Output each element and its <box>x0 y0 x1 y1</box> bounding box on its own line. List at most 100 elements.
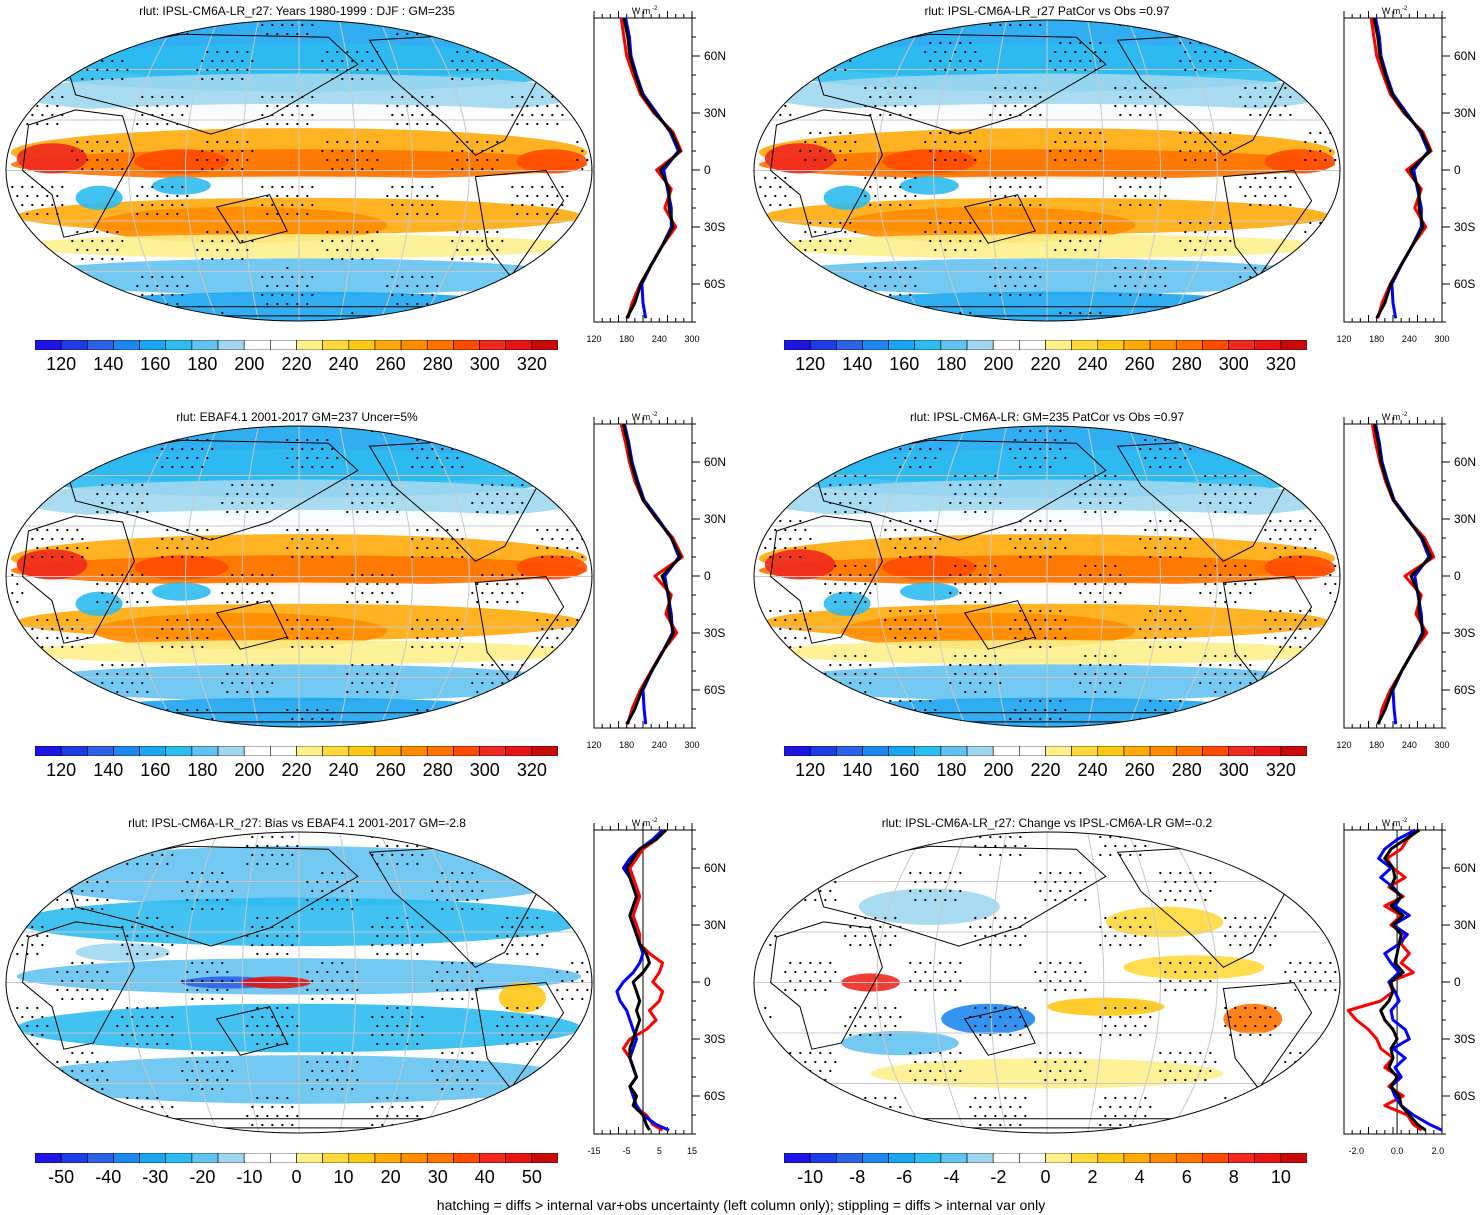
stipple-dot <box>1304 50 1307 54</box>
stipple-dot <box>1174 970 1177 974</box>
stipple-dot <box>41 853 44 857</box>
stipple-dot <box>16 600 19 604</box>
stipple-dot <box>1164 284 1167 288</box>
stipple-dot <box>146 600 149 604</box>
stipple-dot <box>581 149 584 153</box>
stipple-dot <box>1139 447 1142 451</box>
stipple-dot <box>934 248 937 252</box>
stipple-dot <box>884 708 887 712</box>
stipple-dot <box>854 916 857 920</box>
stipple-dot <box>1229 573 1232 577</box>
stipple-dot <box>1169 447 1172 451</box>
stipple-dot <box>36 934 39 938</box>
stipple-dot <box>809 609 812 613</box>
stipple-dot <box>351 239 354 243</box>
stipple-dot <box>979 483 982 487</box>
stipple-dot <box>1209 663 1212 667</box>
stipple-dot <box>541 113 544 117</box>
stipple-dot <box>46 104 49 108</box>
stipple-dot <box>1184 438 1187 442</box>
stipple-dot <box>1134 1024 1137 1028</box>
stipple-dot <box>31 203 34 207</box>
stipple-dot <box>934 636 937 640</box>
stipple-dot <box>336 158 339 162</box>
stipple-dot <box>764 916 767 920</box>
stipple-dot <box>326 140 329 144</box>
stipple-dot <box>914 266 917 270</box>
stipple-dot <box>1209 1069 1212 1073</box>
stipple-dot <box>1044 1060 1047 1064</box>
stipple-dot <box>1119 113 1122 117</box>
stipple-dot <box>1169 429 1172 433</box>
stipple-dot <box>481 889 484 893</box>
stipple-dot <box>186 104 189 108</box>
stipple-dot <box>1154 618 1157 622</box>
field-region <box>93 206 388 244</box>
stipple-dot <box>1039 447 1042 451</box>
stipple-dot <box>191 555 194 559</box>
stipple-dot <box>341 961 344 965</box>
stipple-dot <box>1264 104 1267 108</box>
stipple-dot <box>819 239 822 243</box>
stipple-dot <box>894 546 897 550</box>
stipple-dot <box>556 212 559 216</box>
stipple-dot <box>1289 293 1292 297</box>
stipple-dot <box>779 185 782 189</box>
colorbar-swatch <box>862 340 889 350</box>
stipple-dot <box>486 158 489 162</box>
stipple-dot <box>919 465 922 469</box>
stipple-dot <box>1219 573 1222 577</box>
stipple-dot <box>326 438 329 442</box>
colorbar-swatch <box>191 340 219 350</box>
stipple-dot <box>36 438 39 442</box>
stipple-dot <box>959 663 962 667</box>
stipple-dot <box>954 158 957 162</box>
stipple-dot <box>1089 501 1092 505</box>
stipple-dot <box>36 708 39 712</box>
units-exponent: -2 <box>652 6 658 12</box>
stipple-dot <box>1034 284 1037 288</box>
stipple-dot <box>1204 474 1207 478</box>
stipple-dot <box>191 961 194 965</box>
stipple-dot <box>411 1015 414 1019</box>
stipple-dot <box>136 32 139 36</box>
stipple-dot <box>486 672 489 676</box>
colorbar-swatch <box>1149 1153 1177 1163</box>
stipple-dot <box>1184 528 1187 532</box>
stipple-dot <box>1179 961 1182 965</box>
stipple-dot <box>281 95 284 99</box>
stipple-dot <box>1214 582 1217 586</box>
stipple-dot <box>804 898 807 902</box>
stipple-dot <box>266 690 269 694</box>
stipple-dot <box>834 672 837 676</box>
stipple-dot <box>446 636 449 640</box>
stipple-dot <box>341 889 344 893</box>
stipple-dot <box>261 203 264 207</box>
stipple-dot <box>271 663 274 667</box>
stipple-dot <box>216 230 219 234</box>
stipple-dot <box>1319 311 1322 315</box>
stipple-dot <box>1039 1069 1042 1073</box>
colorbar-swatch <box>1071 340 1099 350</box>
stipple-dot <box>36 122 39 126</box>
stipple-dot <box>1324 970 1327 974</box>
stipple-dot <box>964 158 967 162</box>
colorbar-swatch <box>992 340 1020 350</box>
stipple-dot <box>131 853 134 857</box>
stipple-dot <box>819 221 822 225</box>
stipple-dot <box>1039 537 1042 541</box>
stipple-dot <box>361 239 364 243</box>
stipple-dot <box>396 1114 399 1118</box>
stipple-dot <box>1029 95 1032 99</box>
stipple-dot <box>779 645 782 649</box>
stipple-dot <box>809 627 812 631</box>
stipple-dot <box>341 871 344 875</box>
field-region <box>516 555 588 580</box>
colorbar-tick-label: 240 <box>328 354 359 374</box>
stipple-dot <box>431 293 434 297</box>
stipple-dot <box>261 1015 264 1019</box>
stipple-dot <box>1139 185 1142 189</box>
stipple-dot <box>506 1006 509 1010</box>
colorbar-swatch <box>940 1153 968 1163</box>
stipple-dot <box>1209 239 1212 243</box>
